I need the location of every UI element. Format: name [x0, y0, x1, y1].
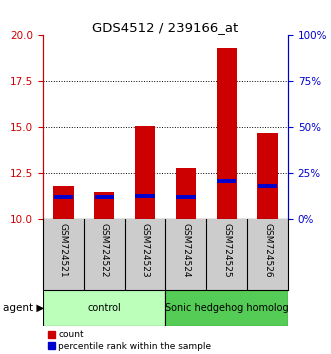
Text: GSM724526: GSM724526	[263, 223, 272, 278]
Text: control: control	[87, 303, 121, 313]
Bar	[257, 133, 278, 219]
Bar	[54, 195, 73, 199]
Bar	[135, 194, 155, 198]
Bar	[258, 184, 277, 188]
Bar	[217, 179, 236, 183]
Title: GDS4512 / 239166_at: GDS4512 / 239166_at	[92, 21, 239, 34]
Bar	[216, 48, 237, 219]
Text: GSM724523: GSM724523	[141, 223, 150, 278]
Bar	[176, 168, 196, 219]
Text: GSM724524: GSM724524	[181, 223, 190, 278]
Bar	[135, 126, 155, 219]
Bar	[43, 290, 166, 326]
Text: Sonic hedgehog homolog: Sonic hedgehog homolog	[165, 303, 289, 313]
Bar	[95, 195, 114, 199]
Legend: count, percentile rank within the sample: count, percentile rank within the sample	[48, 330, 212, 351]
Text: GSM724525: GSM724525	[222, 223, 231, 278]
Text: GSM724522: GSM724522	[100, 223, 109, 278]
Text: agent ▶: agent ▶	[3, 303, 45, 313]
Bar	[166, 290, 288, 326]
Bar	[53, 186, 73, 219]
Bar	[94, 192, 115, 219]
Text: GSM724521: GSM724521	[59, 223, 68, 278]
Bar	[176, 195, 196, 199]
